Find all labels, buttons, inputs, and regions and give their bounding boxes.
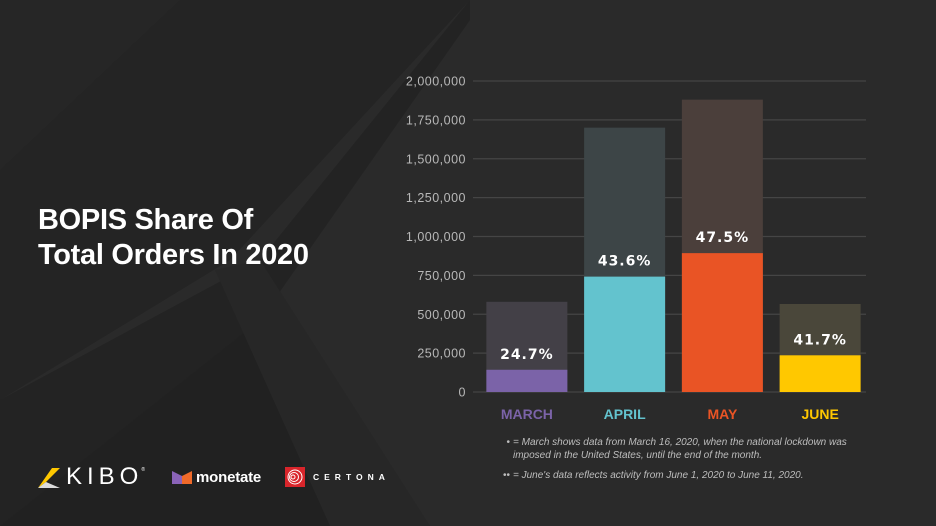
x-category-label: APRIL <box>604 406 646 422</box>
footnote-march: • = March shows data from March 16, 2020… <box>485 437 853 462</box>
bopis-bar-june <box>779 355 861 392</box>
kibo-mark-icon <box>38 468 60 488</box>
x-category-label: MARCH <box>501 406 553 422</box>
bopis-bar-april <box>584 276 666 392</box>
certona-mark-icon <box>285 467 305 487</box>
y-tick-label: 1,250,000 <box>406 191 466 205</box>
x-category-label: JUNE <box>801 406 838 422</box>
footnote-mark: • <box>506 437 510 448</box>
monetate-logo: monetate <box>172 462 261 492</box>
certona-logo: CERTONA <box>285 462 390 492</box>
bopis-share-label: 47.5% <box>696 230 750 246</box>
registered-mark: ® <box>141 467 146 473</box>
y-tick-label: 750,000 <box>417 269 466 283</box>
bars <box>486 99 861 393</box>
footnote-text: = June's data reflects activity from Jun… <box>513 470 804 481</box>
y-tick-label: 1,000,000 <box>406 230 466 244</box>
y-tick-label: 2,000,000 <box>406 75 466 89</box>
footnote-mark: •• <box>502 470 510 481</box>
kibo-logo: KIBO ® <box>38 462 145 492</box>
bopis-bar-march <box>486 369 568 392</box>
monetate-mark-icon <box>172 470 192 484</box>
footnote-text: = March shows data from March 16, 2020, … <box>513 437 847 461</box>
x-category-label: MAY <box>707 406 737 422</box>
kibo-wordmark: KIBO <box>66 463 144 490</box>
y-axis-ticks: 0 250,000 500,000 750,000 1,000,000 1,250,000… <box>406 75 466 400</box>
bopis-bar-may <box>681 253 763 392</box>
footnote-june: •• = June's data reflects activity from … <box>485 470 853 483</box>
data-labels: 24.7% 43.6% 47.5% 41.7% <box>500 230 847 363</box>
title-line-2: Total Orders In 2020 <box>38 239 309 271</box>
y-tick-label: 0 <box>459 386 466 400</box>
bopis-share-label: 24.7% <box>500 347 554 363</box>
title-line-1: BOPIS Share Of <box>38 204 253 236</box>
monetate-wordmark: monetate <box>196 468 262 486</box>
y-tick-label: 250,000 <box>417 347 466 361</box>
footnotes: • = March shows data from March 16, 2020… <box>485 437 853 491</box>
page-title: BOPIS Share Of Total Orders In 2020 <box>38 203 309 273</box>
y-tick-label: 1,750,000 <box>406 113 466 127</box>
y-tick-label: 500,000 <box>417 308 466 322</box>
x-axis-categories: MARCH APRIL MAY JUNE <box>501 406 839 422</box>
bopis-share-label: 41.7% <box>793 332 847 348</box>
certona-wordmark: CERTONA <box>313 472 390 482</box>
y-tick-label: 1,500,000 <box>406 152 466 166</box>
bopis-share-label: 43.6% <box>598 254 652 270</box>
